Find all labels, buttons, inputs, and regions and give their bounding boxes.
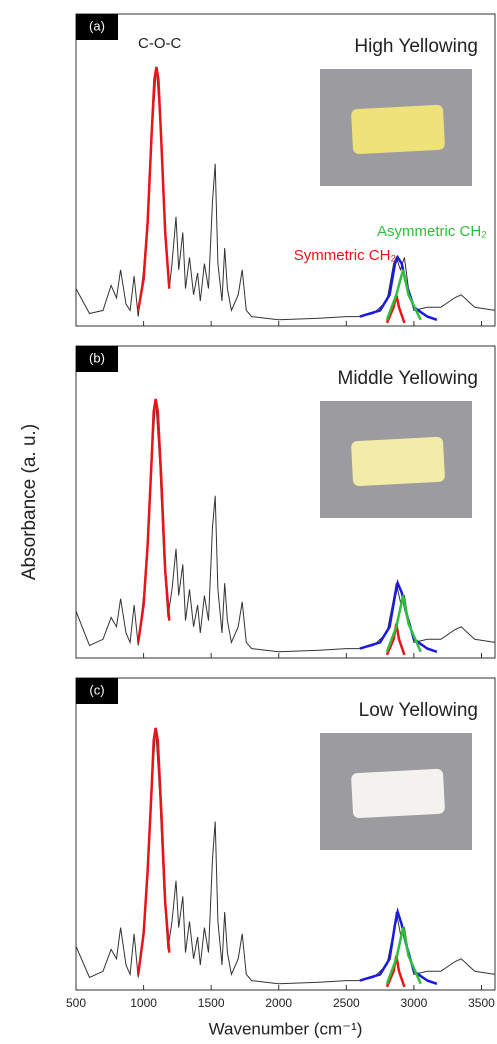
panel-title: Low Yellowing [359, 700, 478, 721]
panel-label-box [76, 678, 118, 704]
annotation: Asymmetric CH₂ [377, 223, 487, 240]
spectrum-line [359, 578, 438, 653]
annotation: C-O-C [138, 35, 181, 52]
panel-label: (a) [89, 18, 105, 33]
spectrum-line [385, 927, 422, 985]
sponge [351, 768, 445, 819]
x-tick-label: 1000 [130, 996, 157, 1010]
panel-title: Middle Yellowing [338, 368, 479, 389]
annotation: Symmetric CH₂ [294, 247, 397, 264]
panel-label-box [76, 346, 118, 372]
sponge [351, 104, 445, 155]
spectrum-line [136, 727, 171, 975]
panel-title: High Yellowing [354, 36, 478, 57]
panel-label-box [76, 14, 118, 40]
x-tick-label: 3500 [468, 996, 495, 1010]
panel-label: (c) [89, 682, 104, 697]
plot-frame [75, 677, 496, 991]
x-tick-label: 3000 [401, 996, 428, 1010]
x-tick-label: 1500 [198, 996, 225, 1010]
plot-frame [75, 13, 496, 327]
spectrum-line [385, 595, 422, 653]
x-tick-label: 2000 [265, 996, 292, 1010]
spectrum-line [359, 254, 438, 321]
x-tick-label: 2500 [333, 996, 360, 1010]
spectrum-line [136, 398, 171, 643]
sponge [351, 436, 445, 487]
spectrum-line [359, 907, 438, 985]
y-axis-label: Absorbance (a. u.) [19, 424, 40, 580]
panel-label: (b) [89, 350, 105, 365]
spectrum-line [385, 269, 422, 321]
x-tick-label: 500 [66, 996, 86, 1010]
spectrum-line [136, 66, 171, 311]
plot-frame [75, 345, 496, 659]
x-axis-label: Wavenumber (cm⁻¹) [209, 1019, 363, 1038]
